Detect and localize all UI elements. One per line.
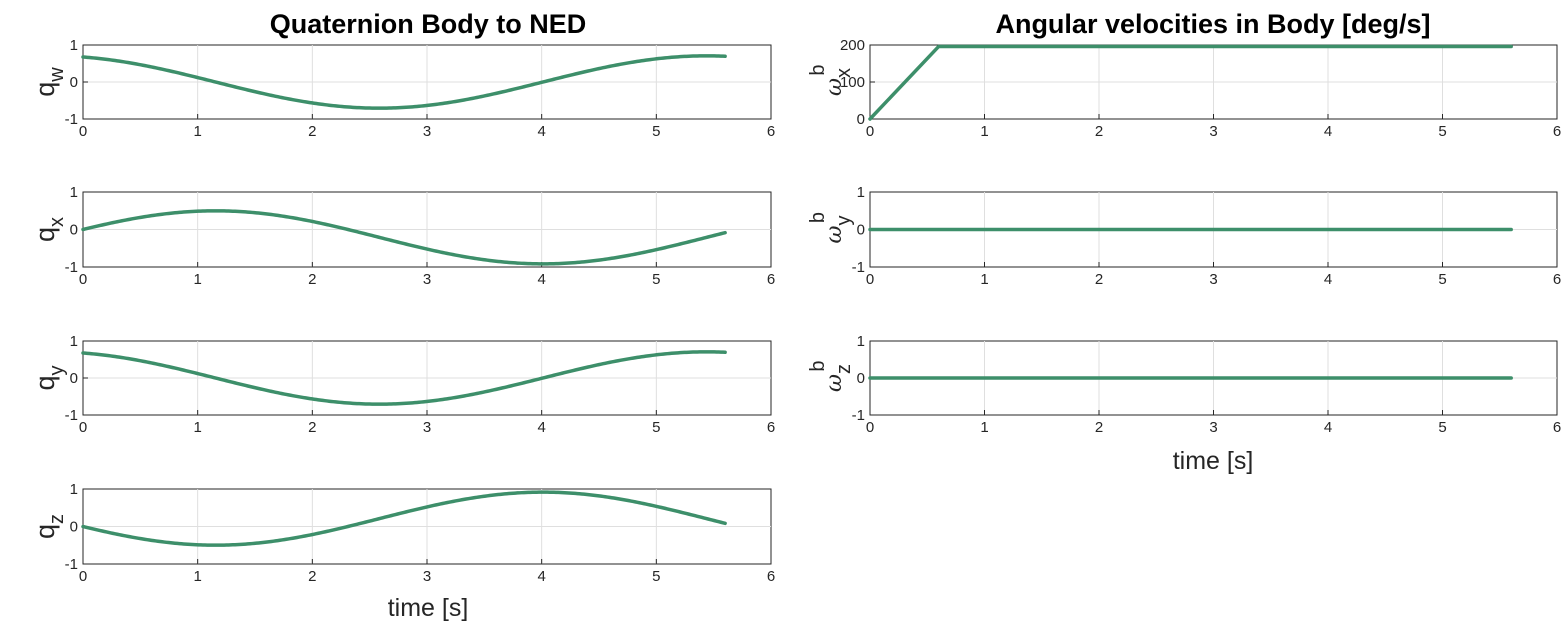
x-tick-label: 4 xyxy=(1324,123,1332,140)
y-tick-label: 200 xyxy=(840,37,865,54)
x-tick-label: 2 xyxy=(308,271,316,288)
y-axis-label-sup: b xyxy=(807,360,829,371)
x-tick-label: 6 xyxy=(1553,271,1561,288)
x-tick-label: 3 xyxy=(423,568,431,585)
x-tick-label: 6 xyxy=(1553,123,1561,140)
x-tick-label: 3 xyxy=(1209,419,1217,436)
x-tick-label: 5 xyxy=(1438,271,1446,288)
y-tick-label: 1 xyxy=(857,184,865,201)
x-tick-label: 3 xyxy=(1209,123,1217,140)
y-tick-label: -1 xyxy=(65,111,78,128)
y-axis-label: qx xyxy=(30,217,68,242)
y-tick-label: 0 xyxy=(70,370,78,387)
x-tick-label: 1 xyxy=(980,271,988,288)
x-tick-label: 0 xyxy=(866,419,874,436)
y-tick-label: 0 xyxy=(857,111,865,128)
y-tick-label: -1 xyxy=(65,407,78,424)
y-tick-label: 1 xyxy=(857,333,865,350)
x-tick-label: 2 xyxy=(1095,419,1103,436)
x-tick-label: 2 xyxy=(308,123,316,140)
series-line xyxy=(81,490,727,547)
y-tick-label: 0 xyxy=(70,74,78,91)
series-line xyxy=(81,209,727,266)
x-tick-label: 0 xyxy=(79,271,87,288)
y-axis-label-sup: b xyxy=(807,212,829,223)
x-tick-label: 6 xyxy=(767,271,775,288)
x-tick-label: 4 xyxy=(537,271,545,288)
x-tick-label: 6 xyxy=(767,123,775,140)
left-title: Quaternion Body to NED xyxy=(270,9,587,39)
series-line xyxy=(868,44,1513,121)
y-axis-label: qy xyxy=(30,365,68,390)
x-tick-label: 5 xyxy=(652,419,660,436)
x-tick-label: 4 xyxy=(1324,419,1332,436)
y-axis-label: qz xyxy=(30,514,68,539)
x-tick-label: 5 xyxy=(652,568,660,585)
y-axis-label-sup: b xyxy=(807,64,829,75)
x-tick-label: 1 xyxy=(193,123,201,140)
y-tick-label: 0 xyxy=(70,222,78,239)
y-axis-label: qw xyxy=(30,67,68,97)
x-tick-label: 2 xyxy=(308,419,316,436)
x-tick-label: 1 xyxy=(193,271,201,288)
y-tick-label: -1 xyxy=(65,556,78,573)
x-tick-label: 3 xyxy=(423,271,431,288)
y-axis-label: ωz xyxy=(822,364,855,392)
x-tick-label: 1 xyxy=(193,568,201,585)
y-tick-label: -1 xyxy=(852,259,865,276)
x-tick-label: 3 xyxy=(423,419,431,436)
right-title: Angular velocities in Body [deg/s] xyxy=(995,9,1430,39)
x-tick-label: 4 xyxy=(1324,271,1332,288)
y-tick-label: 1 xyxy=(70,333,78,350)
x-tick-label: 0 xyxy=(79,123,87,140)
y-tick-label: 1 xyxy=(70,481,78,498)
y-tick-label: -1 xyxy=(65,259,78,276)
x-tick-label: 0 xyxy=(866,271,874,288)
subplot-4: 0 1 2 3 4 5 6 0 100 200 ωxb xyxy=(807,37,1561,140)
y-tick-label: 0 xyxy=(857,370,865,387)
x-tick-label: 2 xyxy=(308,568,316,585)
x-tick-label: 0 xyxy=(79,568,87,585)
y-tick-label: 1 xyxy=(70,184,78,201)
series-line xyxy=(81,350,727,406)
x-tick-label: 4 xyxy=(537,123,545,140)
left-xlabel: time [s] xyxy=(388,594,469,622)
y-axis-label: ωx xyxy=(822,68,855,96)
x-tick-label: 6 xyxy=(767,568,775,585)
y-tick-label: 1 xyxy=(70,37,78,54)
x-tick-label: 0 xyxy=(866,123,874,140)
y-tick-label: 0 xyxy=(857,222,865,239)
right-xlabel: time [s] xyxy=(1173,447,1254,475)
x-tick-label: 4 xyxy=(537,568,545,585)
x-tick-label: 0 xyxy=(79,419,87,436)
series-line xyxy=(81,54,727,110)
x-tick-label: 6 xyxy=(1553,419,1561,436)
x-tick-label: 5 xyxy=(1438,123,1446,140)
x-tick-label: 5 xyxy=(1438,419,1446,436)
x-tick-label: 3 xyxy=(1209,271,1217,288)
y-tick-label: -1 xyxy=(852,407,865,424)
y-tick-label: 100 xyxy=(840,74,865,91)
x-tick-label: 1 xyxy=(980,123,988,140)
x-tick-label: 5 xyxy=(652,123,660,140)
x-tick-label: 1 xyxy=(193,419,201,436)
x-tick-label: 5 xyxy=(652,271,660,288)
x-tick-label: 3 xyxy=(423,123,431,140)
x-tick-label: 2 xyxy=(1095,271,1103,288)
x-tick-label: 2 xyxy=(1095,123,1103,140)
x-tick-label: 1 xyxy=(980,419,988,436)
x-tick-label: 4 xyxy=(537,419,545,436)
y-axis-label: ωy xyxy=(822,216,855,244)
x-tick-label: 6 xyxy=(767,419,775,436)
y-tick-label: 0 xyxy=(70,519,78,536)
